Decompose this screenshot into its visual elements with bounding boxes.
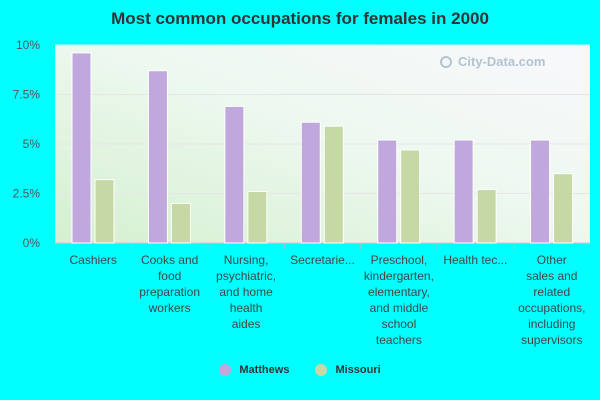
legend-swatch xyxy=(315,364,328,376)
bar-matthews xyxy=(300,121,321,244)
bar-matthews xyxy=(147,70,168,244)
bar-matthews xyxy=(453,139,474,244)
x-tick-label-line: occupations, xyxy=(518,301,586,315)
bar-matthews xyxy=(530,139,551,244)
x-tick-label-line: including xyxy=(528,317,576,331)
x-tick-label: Cooks and food preparation workers xyxy=(132,252,208,316)
legend-label: Matthews xyxy=(239,364,290,376)
bar-missouri xyxy=(400,149,421,244)
legend: Matthews Missouri xyxy=(0,364,600,376)
watermark-text: City-Data.com xyxy=(458,54,546,69)
bar-missouri xyxy=(94,179,115,244)
x-tick-label-line: psychiatric, xyxy=(216,269,277,283)
x-tick-label-line: Secretarie... xyxy=(290,253,355,267)
x-tick-label: Other sales and related occupations, includi… xyxy=(514,252,590,348)
watermark: City-Data.com xyxy=(440,54,545,69)
y-tick-label: 5% xyxy=(23,137,41,151)
legend-item-matthews: Matthews xyxy=(219,364,289,376)
x-tick-label-line: food xyxy=(157,269,182,283)
magnifier-icon xyxy=(440,55,452,68)
y-tick-label: 10% xyxy=(16,38,40,52)
x-tick-label: Secretarie... xyxy=(285,252,361,268)
x-tick-label: Health tec... xyxy=(437,252,513,268)
chart-title: Most common occupations for females in 2… xyxy=(111,9,489,28)
bar-missouri xyxy=(323,125,344,244)
x-tick-label-line: Preschool, xyxy=(370,253,428,267)
legend-swatch xyxy=(219,364,232,376)
x-tick-label-line: and middle xyxy=(369,301,429,315)
x-tick-label-line: teachers xyxy=(375,333,422,347)
x-tick-label-line: workers xyxy=(148,301,191,315)
x-tick-label-line: Health tec... xyxy=(443,253,508,267)
x-tick-label-line: Nursing, xyxy=(223,253,269,267)
y-tick-label: 0% xyxy=(23,236,41,250)
x-tick-label-line: health xyxy=(229,301,263,315)
x-tick-label-line: sales and xyxy=(526,269,578,283)
x-tick-label-line: related xyxy=(533,285,571,299)
x-tick-label-line: Cashiers xyxy=(69,253,117,267)
bar-matthews xyxy=(377,139,398,244)
y-tick-label: 7.5% xyxy=(13,88,41,102)
x-tick-label: Cashiers xyxy=(55,252,131,268)
x-tick-label-line: elementary, xyxy=(368,285,430,299)
legend-item-missouri: Missouri xyxy=(315,364,381,376)
x-tick-label-line: and home xyxy=(219,285,273,299)
x-tick-label-line: Cooks and xyxy=(140,253,199,267)
x-tick-label-line: Other xyxy=(536,253,567,267)
bar-missouri xyxy=(247,191,268,244)
x-tick-label-line: school xyxy=(381,317,417,331)
bar-missouri xyxy=(170,202,191,244)
x-tick-label-line: kindergarten, xyxy=(363,269,434,283)
y-tick-label: 2.5% xyxy=(13,187,41,201)
x-tick-label-line: supervisors xyxy=(521,333,583,347)
legend-label: Missouri xyxy=(335,364,381,376)
x-tick-label-line: aides xyxy=(231,317,261,331)
bar-matthews xyxy=(224,105,245,244)
bar-missouri xyxy=(553,173,574,244)
x-tick-label-line: preparation xyxy=(139,285,200,299)
x-tick-label: Preschool, kindergarten, elementary, and mi… xyxy=(361,252,437,348)
bar-matthews xyxy=(71,52,92,244)
x-tick-label: Nursing, psychiatric, and home health aides xyxy=(208,252,284,332)
bar-missouri xyxy=(476,189,497,244)
